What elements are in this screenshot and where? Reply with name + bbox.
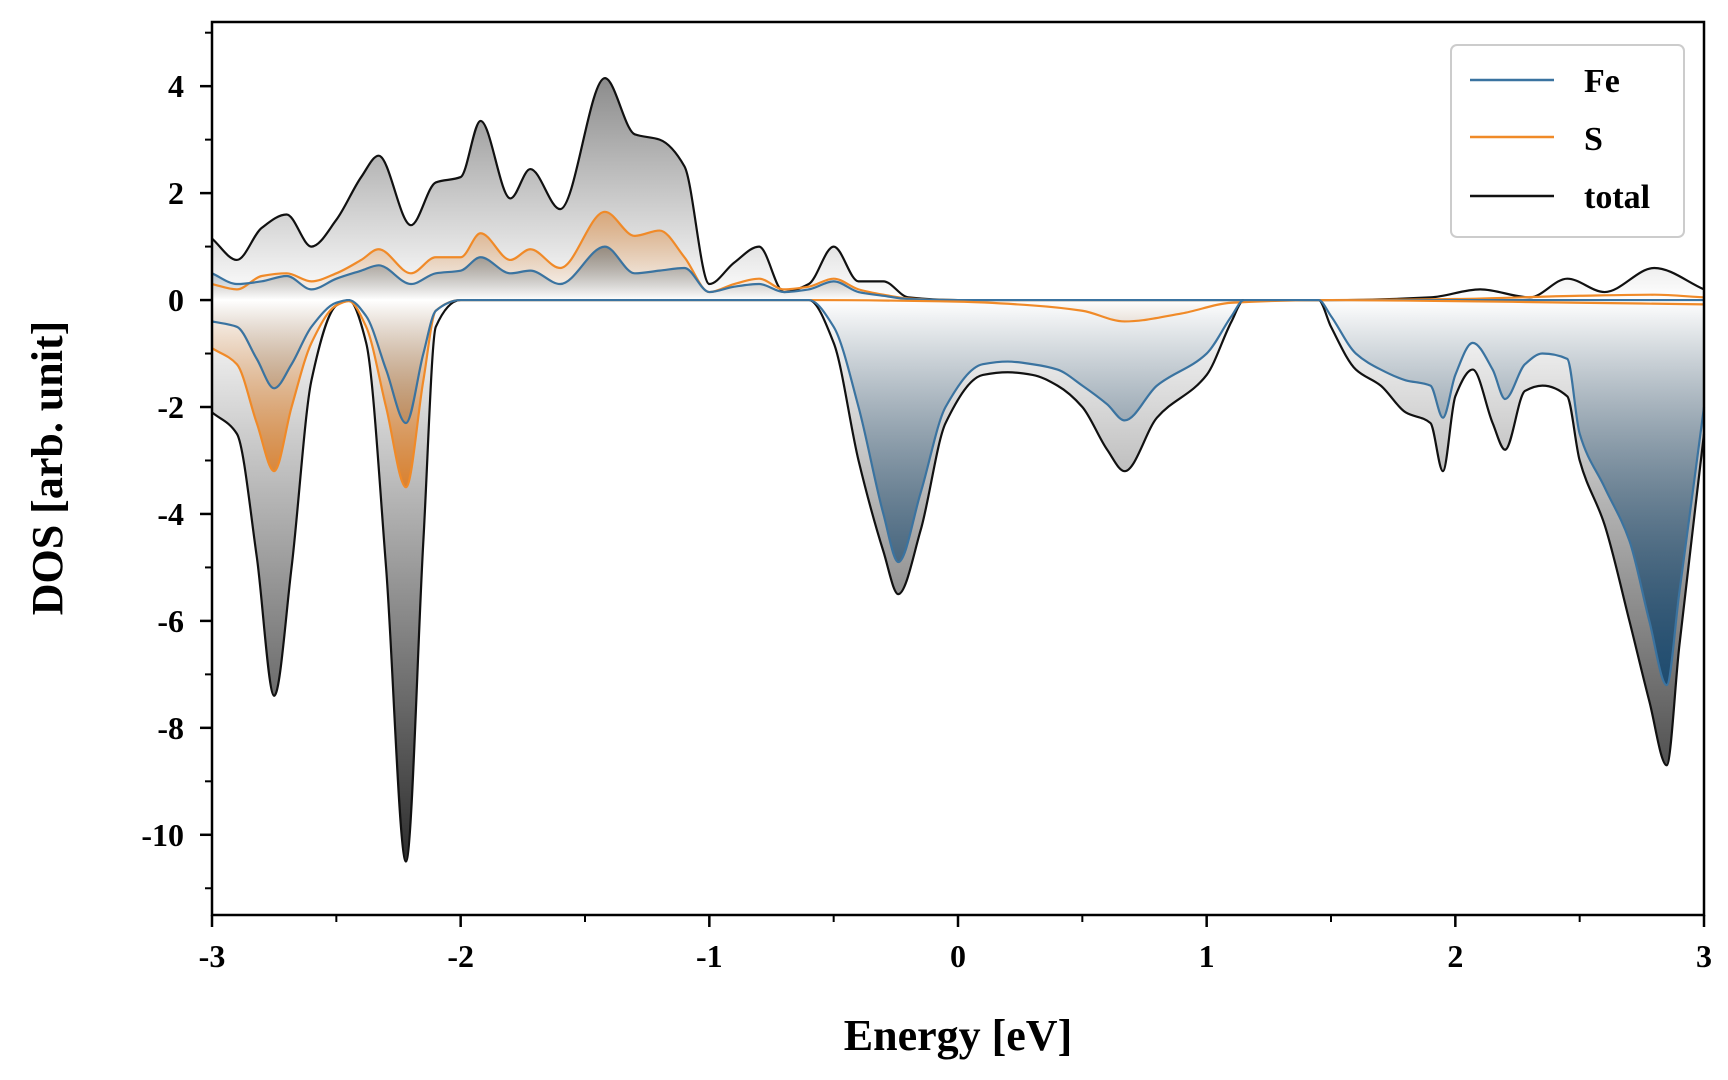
legend-label-fe: Fe bbox=[1584, 63, 1620, 100]
x-tick-label: -3 bbox=[199, 938, 226, 974]
line-fe-up bbox=[211, 245, 1704, 302]
y-tick-label: -4 bbox=[157, 496, 184, 532]
y-tick-label: 4 bbox=[168, 68, 184, 104]
area-s-up bbox=[212, 211, 1704, 301]
area-fe-down bbox=[212, 300, 1704, 686]
x-tick-label: 2 bbox=[1447, 938, 1463, 974]
x-tick-label: 1 bbox=[1199, 938, 1215, 974]
y-axis-title: DOS [arb. unit] bbox=[23, 321, 72, 616]
y-tick-label: -8 bbox=[157, 710, 184, 746]
y-tick-label: -6 bbox=[157, 603, 184, 639]
y-tick-label: 2 bbox=[168, 175, 184, 211]
y-tick-label: -2 bbox=[157, 389, 184, 425]
y-tick-label: 0 bbox=[168, 282, 184, 318]
y-tick-label: -10 bbox=[141, 817, 184, 853]
legend: Fe S total bbox=[1450, 44, 1685, 238]
x-tick-label: 3 bbox=[1696, 938, 1712, 974]
legend-box bbox=[1450, 44, 1685, 238]
series-lines bbox=[211, 77, 1706, 863]
x-tick-label: 0 bbox=[950, 938, 966, 974]
legend-label-s: S bbox=[1584, 121, 1603, 158]
line-fe-down bbox=[211, 298, 1706, 687]
x-tick-label: -1 bbox=[696, 938, 723, 974]
area-total-down bbox=[212, 300, 1704, 862]
x-axis-title: Energy [eV] bbox=[844, 1011, 1073, 1060]
legend-label-total: total bbox=[1584, 179, 1650, 216]
line-total-down bbox=[211, 298, 1706, 863]
x-tick-label: -2 bbox=[447, 938, 474, 974]
